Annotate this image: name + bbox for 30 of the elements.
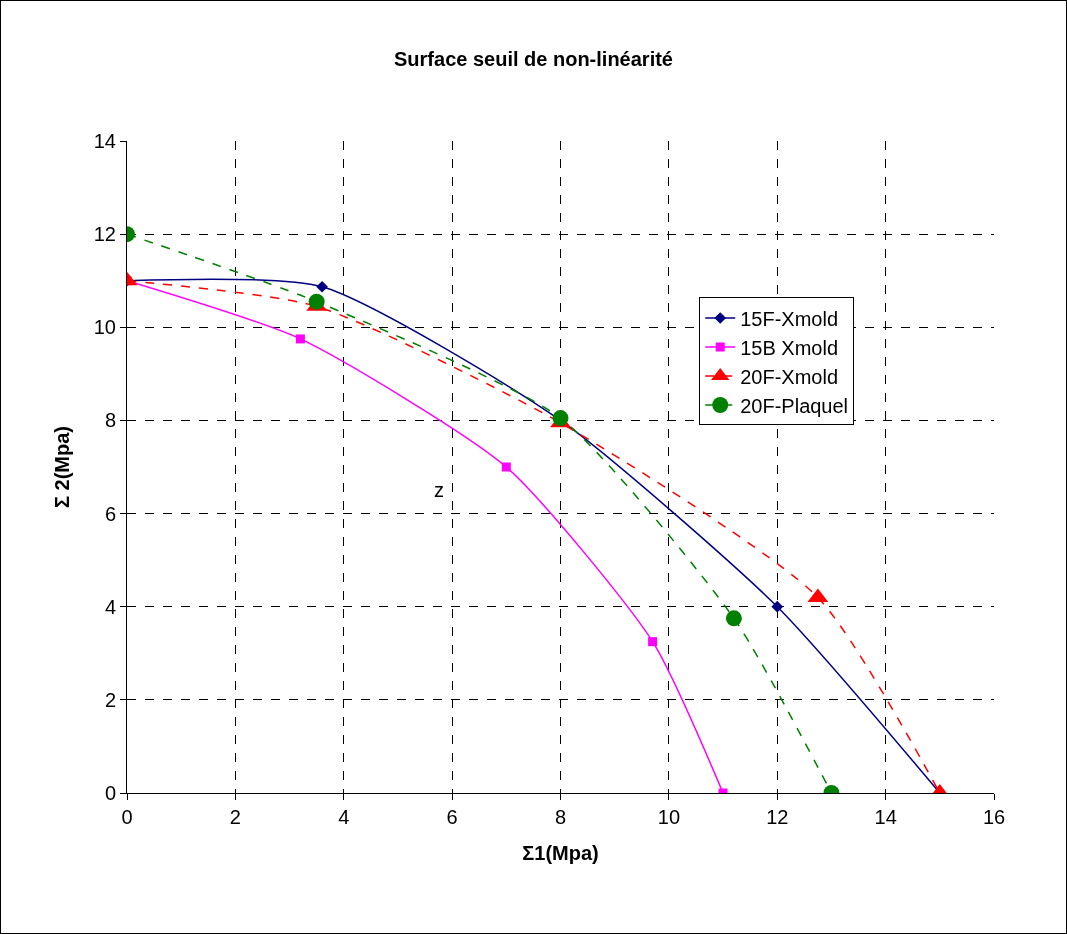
y-tick-label: 6 — [104, 502, 116, 525]
annotation: z — [434, 479, 444, 501]
x-tick-label: 0 — [121, 806, 133, 828]
x-tick-label: 16 — [982, 806, 1006, 828]
chart-title: Surface seuil de non-linéarité — [394, 48, 673, 71]
point — [771, 600, 784, 613]
y-tick-label: 0 — [104, 782, 116, 804]
y-tick-label: 2 — [104, 688, 116, 711]
x-tick-label: 2 — [229, 806, 241, 828]
legend-label: 15B Xmold — [740, 336, 839, 359]
x-axis-title: Σ1(Mpa) — [522, 841, 599, 864]
point — [295, 334, 305, 344]
point — [316, 280, 328, 293]
point — [308, 293, 325, 310]
y-tick-label: 10 — [93, 316, 116, 339]
y-tick-label: 12 — [93, 223, 116, 246]
x-tick-label: 14 — [874, 806, 897, 828]
point — [501, 462, 511, 472]
x-tick-label: 8 — [554, 806, 567, 828]
legend-label: 20F-Plaquel — [740, 394, 849, 417]
x-tick-label: 4 — [338, 806, 350, 828]
x-tick-label: 12 — [766, 806, 789, 828]
y-tick-label: 14 — [93, 130, 116, 152]
y-axis-title: Σ 2(Mpa) — [51, 425, 74, 509]
x-tick-label: 6 — [446, 806, 458, 828]
y-tick-label: 4 — [104, 595, 116, 618]
y-tick-label: 8 — [104, 409, 116, 432]
legend-label: 15F-Xmold — [740, 307, 839, 330]
x-tick-label: 10 — [657, 806, 681, 828]
legend-label: 20F-Xmold — [740, 365, 839, 388]
